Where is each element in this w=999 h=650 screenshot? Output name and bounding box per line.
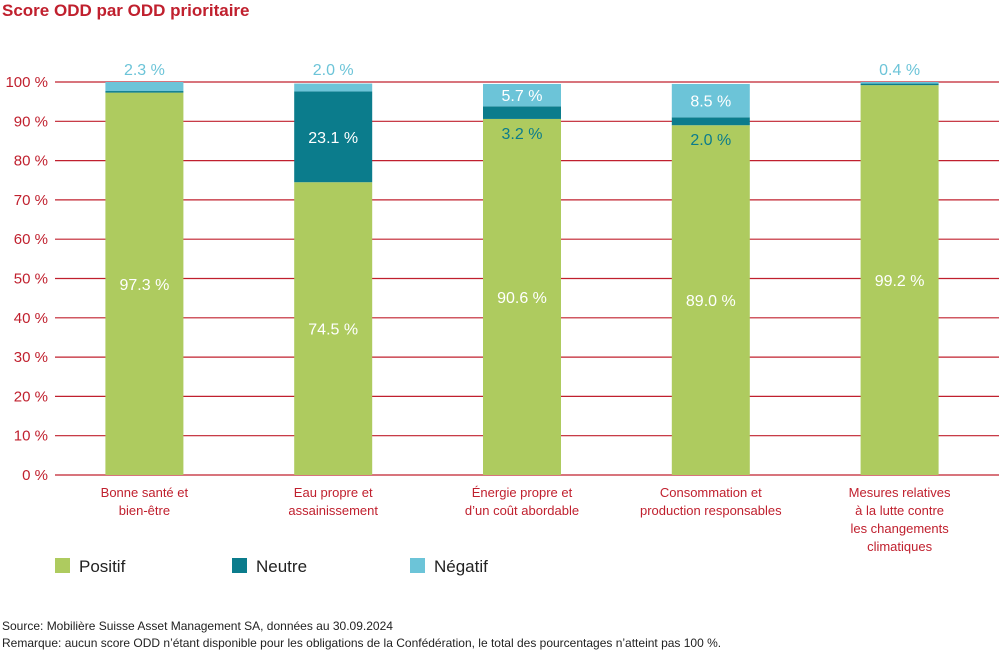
bars [105,82,939,476]
bar-neutre [294,91,373,183]
remark-note: Remarque: aucun score ODD n’étant dispon… [2,636,722,650]
legend: Positif Neutre Négatif [55,557,488,576]
data-label-negatif: 5.7 % [502,88,543,105]
bar-negatif [860,82,939,84]
y-axis-ticks: 0 % 10 % 20 % 30 % 40 % 50 % 60 % 70 % 80 % 90 % 1… [5,74,48,484]
data-label-negatif: 0.4 % [879,62,920,79]
bar-negatif [294,83,373,92]
bar-negatif [105,82,184,92]
source-note: Source: Mobilière Suisse Asset Managemen… [2,619,393,633]
bar-neutre [860,83,939,86]
bar-positif [294,182,373,475]
bar-positif [860,85,939,476]
bar-negatif [671,83,750,118]
data-label-negatif: 8.5 % [690,94,731,111]
y-tick-label: 100 % [5,74,48,91]
category-labels: Bonne santé et bien-être Eau propre et assa… [101,485,951,554]
data-label-negatif: 2.3 % [124,62,165,79]
y-tick-label: 30 % [14,349,48,366]
legend-swatch-neutre [232,558,247,573]
legend-swatch-negatif [410,558,425,573]
bar-negatif [483,83,561,107]
y-tick-label: 0 % [22,467,48,484]
data-label-positif: 97.3 % [119,277,169,294]
y-tick-label: 90 % [14,113,48,130]
legend-label-negatif: Négatif [434,557,488,576]
legend-label-neutre: Neutre [256,557,307,576]
y-tick-label: 80 % [14,153,48,170]
y-tick-label: 60 % [14,231,48,248]
y-tick-label: 20 % [14,388,48,405]
chart-title: Score ODD par ODD prioritaire [2,1,250,20]
bar-positif [105,92,184,476]
data-label-neutre: 3.2 % [502,126,543,143]
data-label-positif: 89.0 % [686,293,736,310]
y-tick-label: 40 % [14,310,48,327]
category-label: Mesures relatives à la lutte contre les ch… [849,485,951,554]
y-tick-label: 10 % [14,428,48,445]
bar-neutre [483,106,561,119]
category-label: Énergie propre et d’un coût abordable [465,485,579,518]
value-labels: 97.3 % 2.3 % 74.5 % 23.1 % 2.0 % 90.6 % 3.2 % 5… [119,62,924,339]
bar-neutre [671,117,750,126]
data-label-neutre: 2.0 % [690,132,731,149]
stacked-bar-chart: 0 % 10 % 20 % 30 % 40 % 50 % 60 % 70 % 80 % 90 % 1… [5,62,999,576]
y-tick-label: 70 % [14,192,48,209]
data-label-positif: 90.6 % [497,290,547,307]
category-label: Eau propre et assainissement [288,485,378,518]
category-label: Bonne santé et bien-être [101,485,189,518]
data-label-neutre: 23.1 % [308,130,358,147]
legend-label-positif: Positif [79,557,126,576]
bar-positif [483,118,561,475]
bar-positif [671,125,750,475]
category-label: Consommation et production responsables [640,485,782,518]
bar-neutre [105,91,184,93]
data-label-positif: 99.2 % [875,273,925,290]
data-label-positif: 74.5 % [308,322,358,339]
data-label-negatif: 2.0 % [313,62,354,79]
legend-swatch-positif [55,558,70,573]
y-tick-label: 50 % [14,271,48,288]
